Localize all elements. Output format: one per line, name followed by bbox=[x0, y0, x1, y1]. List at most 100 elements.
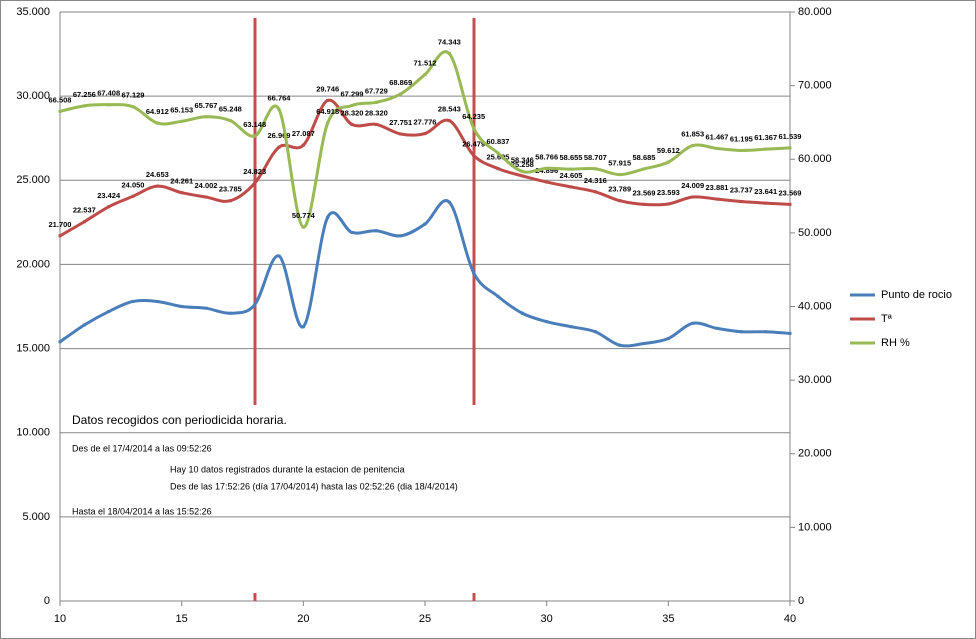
point-marker bbox=[107, 103, 111, 107]
x-tick-label: 15 bbox=[176, 613, 188, 625]
point-marker bbox=[277, 107, 281, 111]
y-tick-label: 15.000 bbox=[16, 342, 50, 354]
point-marker bbox=[131, 194, 135, 198]
data-label: 67.299 bbox=[341, 89, 364, 98]
data-label: 65.767 bbox=[195, 101, 218, 110]
point-marker bbox=[253, 303, 257, 307]
data-label: 64.235 bbox=[462, 112, 485, 121]
data-label: 23.593 bbox=[657, 188, 680, 197]
data-label: 23.569 bbox=[633, 188, 656, 197]
y2-tick-label: 30.000 bbox=[798, 374, 832, 386]
y2-tick-label: 70.000 bbox=[798, 80, 832, 92]
data-label: 67.408 bbox=[97, 89, 120, 98]
y2-tick-label: 0 bbox=[798, 595, 804, 607]
point-marker bbox=[423, 72, 427, 76]
data-label: 24.823 bbox=[243, 167, 266, 176]
point-marker bbox=[82, 323, 86, 327]
data-label: 65.153 bbox=[170, 105, 193, 114]
point-marker bbox=[691, 195, 695, 199]
point-marker bbox=[642, 167, 646, 171]
point-marker bbox=[618, 199, 622, 203]
point-marker bbox=[545, 320, 549, 324]
point-marker bbox=[399, 92, 403, 96]
data-label: 61.467 bbox=[706, 132, 729, 141]
point-marker bbox=[472, 153, 476, 157]
point-marker bbox=[520, 169, 524, 173]
x-tick-label: 10 bbox=[54, 613, 66, 625]
point-marker bbox=[350, 230, 354, 234]
data-label: 59.612 bbox=[657, 146, 680, 155]
x-tick-label: 40 bbox=[784, 613, 796, 625]
y-tick-label: 10.000 bbox=[16, 427, 50, 439]
data-label: 23.789 bbox=[608, 185, 631, 194]
plot bbox=[59, 11, 795, 606]
point-marker bbox=[618, 343, 622, 347]
point-marker bbox=[472, 126, 476, 130]
y2-tick-label: 80.000 bbox=[798, 6, 832, 18]
data-label: 24.605 bbox=[560, 171, 583, 180]
data-label: 28.320 bbox=[365, 108, 388, 117]
point-marker bbox=[58, 234, 62, 238]
point-marker bbox=[326, 215, 330, 219]
data-label: 66.764 bbox=[268, 93, 292, 102]
data-label: 58.655 bbox=[560, 153, 583, 162]
y-tick-label: 5.000 bbox=[22, 511, 50, 523]
x-tick-label: 35 bbox=[662, 613, 674, 625]
data-label: 24.009 bbox=[681, 181, 704, 190]
data-label: 23.569 bbox=[779, 188, 802, 197]
point-marker bbox=[666, 336, 670, 340]
point-marker bbox=[423, 222, 427, 226]
point-marker bbox=[691, 144, 695, 148]
point-marker bbox=[180, 191, 184, 195]
data-label: 29.746 bbox=[316, 84, 339, 93]
series-line bbox=[59, 50, 791, 229]
data-label: 58.346 bbox=[511, 155, 534, 164]
y-tick-label: 20.000 bbox=[16, 258, 50, 270]
data-label: 24.896 bbox=[535, 166, 558, 175]
point-marker bbox=[82, 104, 86, 108]
point-marker bbox=[447, 119, 451, 123]
x-tick-label: 25 bbox=[419, 613, 431, 625]
y-tick-label: 30.000 bbox=[16, 90, 50, 102]
data-label: 50.774 bbox=[292, 211, 316, 220]
point-marker bbox=[545, 166, 549, 170]
data-label: 58.766 bbox=[535, 152, 558, 161]
point-marker bbox=[496, 167, 500, 171]
data-label: 21.700 bbox=[49, 220, 72, 229]
data-label: 68.869 bbox=[389, 78, 412, 87]
data-label: 24.316 bbox=[584, 176, 607, 185]
point-marker bbox=[228, 311, 232, 315]
point-marker bbox=[326, 121, 330, 125]
point-marker bbox=[204, 195, 208, 199]
point-marker bbox=[715, 326, 719, 330]
point-marker bbox=[155, 299, 159, 303]
annotation: Hasta el 18/04/2014 a las 15:52:26 bbox=[72, 506, 212, 516]
data-label: 67.729 bbox=[365, 86, 388, 95]
data-label: 61.853 bbox=[681, 130, 704, 139]
point-marker bbox=[496, 294, 500, 298]
point-marker bbox=[496, 151, 500, 155]
point-marker bbox=[788, 331, 792, 335]
y-tick-label: 0 bbox=[44, 595, 50, 607]
point-marker bbox=[545, 180, 549, 184]
period-markers bbox=[253, 18, 476, 601]
data-label: 28.320 bbox=[341, 108, 364, 117]
point-marker bbox=[423, 132, 427, 136]
data-label: 25.258 bbox=[511, 160, 534, 169]
data-label: 24.050 bbox=[122, 180, 145, 189]
data-label: 71.512 bbox=[414, 58, 437, 67]
data-label: 23.881 bbox=[706, 183, 729, 192]
point-marker bbox=[107, 205, 111, 209]
point-marker bbox=[301, 325, 305, 329]
data-label: 61.367 bbox=[754, 133, 777, 142]
point-marker bbox=[374, 100, 378, 104]
data-label: 22.537 bbox=[73, 206, 96, 215]
data-label: 61.195 bbox=[730, 134, 753, 143]
point-marker bbox=[350, 122, 354, 126]
point-marker bbox=[739, 148, 743, 152]
point-marker bbox=[569, 325, 573, 329]
y2-tick-label: 60.000 bbox=[798, 153, 832, 165]
point-marker bbox=[155, 184, 159, 188]
point-marker bbox=[739, 200, 743, 204]
